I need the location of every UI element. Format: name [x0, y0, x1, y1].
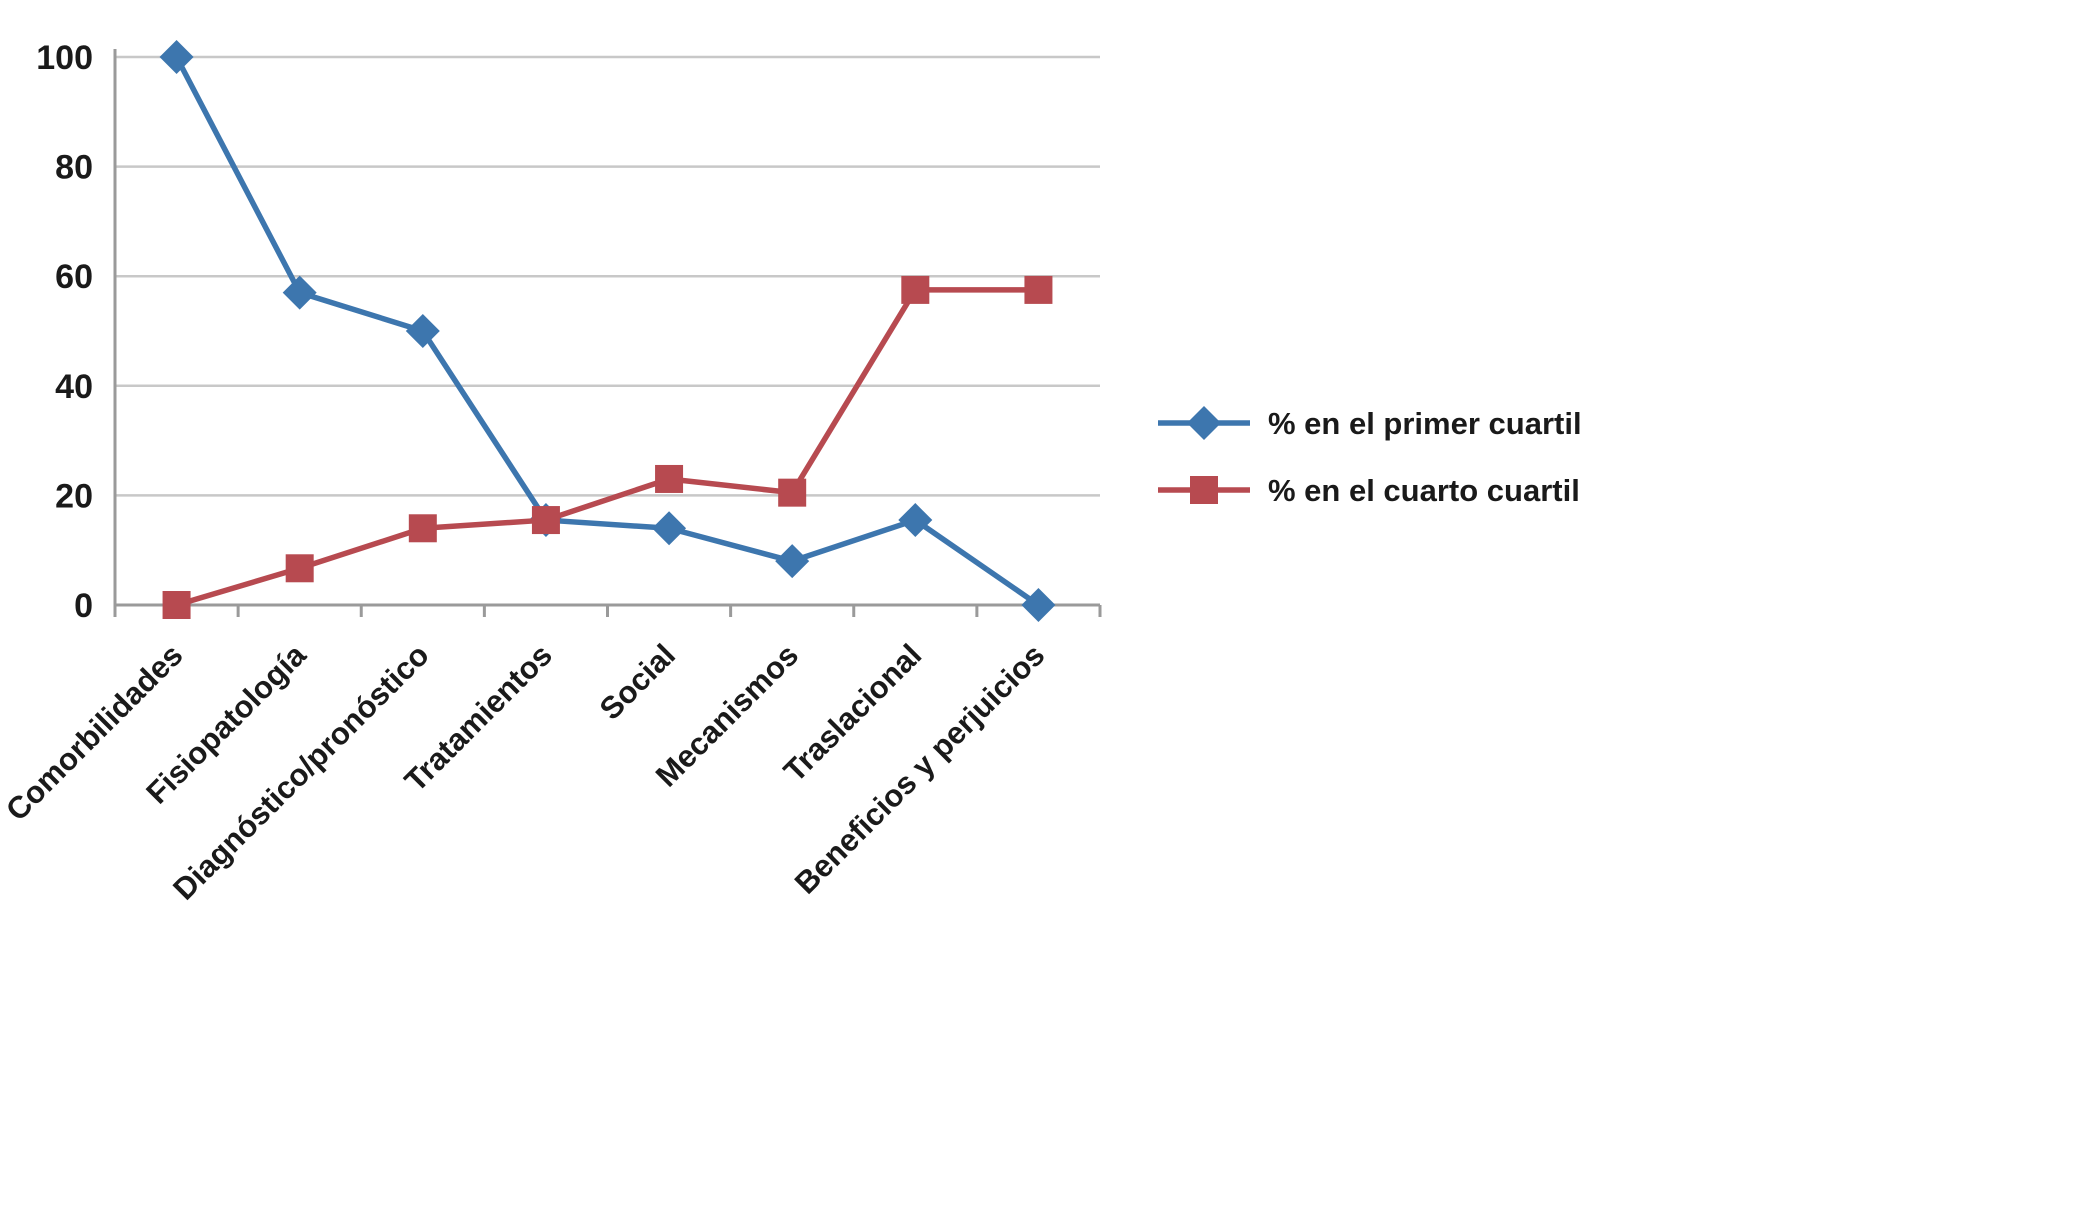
data-point-diamond — [898, 503, 933, 538]
data-point-square — [778, 478, 807, 507]
data-point-square — [531, 506, 560, 535]
y-tick-label: 40 — [55, 368, 93, 406]
data-point-diamond — [159, 40, 194, 74]
y-tick-label: 80 — [55, 149, 93, 187]
y-tick-label: 60 — [55, 258, 93, 296]
data-point-square — [901, 275, 930, 304]
series-line-0 — [173, 54, 1042, 608]
legend-label: % en el cuarto cuartil — [1268, 473, 1580, 508]
y-tick-label: 100 — [36, 39, 93, 77]
series-line-1 — [173, 287, 1042, 608]
data-point-square — [1024, 275, 1053, 304]
data-point-square — [162, 591, 191, 619]
data-point-square — [285, 554, 314, 583]
data-point-square — [655, 464, 684, 493]
legend-label: % en el primer cuartil — [1268, 406, 1582, 441]
data-point-square — [408, 514, 437, 543]
data-point-square — [1190, 476, 1218, 504]
legend-item: % en el primer cuartil — [1158, 406, 1582, 441]
x-category-label: Beneficios y perjuicios — [788, 637, 1052, 901]
data-point-diamond — [775, 544, 810, 579]
y-tick-label: 20 — [55, 477, 93, 515]
data-point-diamond — [652, 511, 687, 546]
x-category-label: Diagnóstico/pronóstico — [166, 637, 436, 907]
data-point-diamond — [405, 314, 440, 348]
x-category-label: Social — [593, 637, 682, 726]
y-tick-label: 0 — [74, 587, 93, 625]
legend-item: % en el cuarto cuartil — [1158, 473, 1580, 508]
data-point-diamond — [1187, 406, 1221, 440]
data-point-diamond — [1021, 588, 1056, 622]
data-point-diamond — [282, 275, 317, 310]
